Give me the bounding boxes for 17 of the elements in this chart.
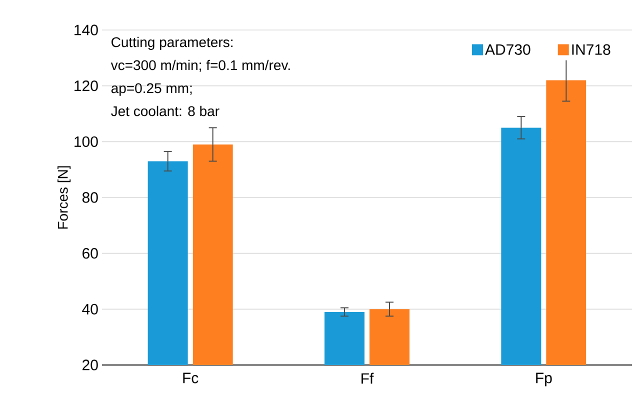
legend-label: IN718 [572, 44, 610, 55]
annotation: vc=300 m/min; f=0.1 mm/rev. [110, 60, 290, 72]
y-tick-label: 80 [82, 192, 98, 203]
y-tick-label: 120 [74, 80, 98, 92]
y-tick-label: 140 [74, 24, 98, 36]
x-tick-label: Ff [362, 372, 374, 384]
annotation: Jet coolant: 8 bar [111, 106, 220, 116]
annotation: ap=0.25 mm; [111, 83, 192, 96]
x-tick-label: Fp [536, 372, 552, 386]
annotation: Cutting parameters: [112, 36, 232, 50]
y-tick-label: 20 [82, 360, 98, 370]
x-tick-label: Fc [183, 372, 198, 384]
legend-label: AD730 [485, 44, 530, 55]
y-tick-label: 60 [82, 248, 98, 259]
y-tick-label: 100 [74, 136, 98, 147]
y-axis-title: Forces [N] [58, 166, 71, 229]
y-tick-label: 40 [82, 304, 98, 314]
